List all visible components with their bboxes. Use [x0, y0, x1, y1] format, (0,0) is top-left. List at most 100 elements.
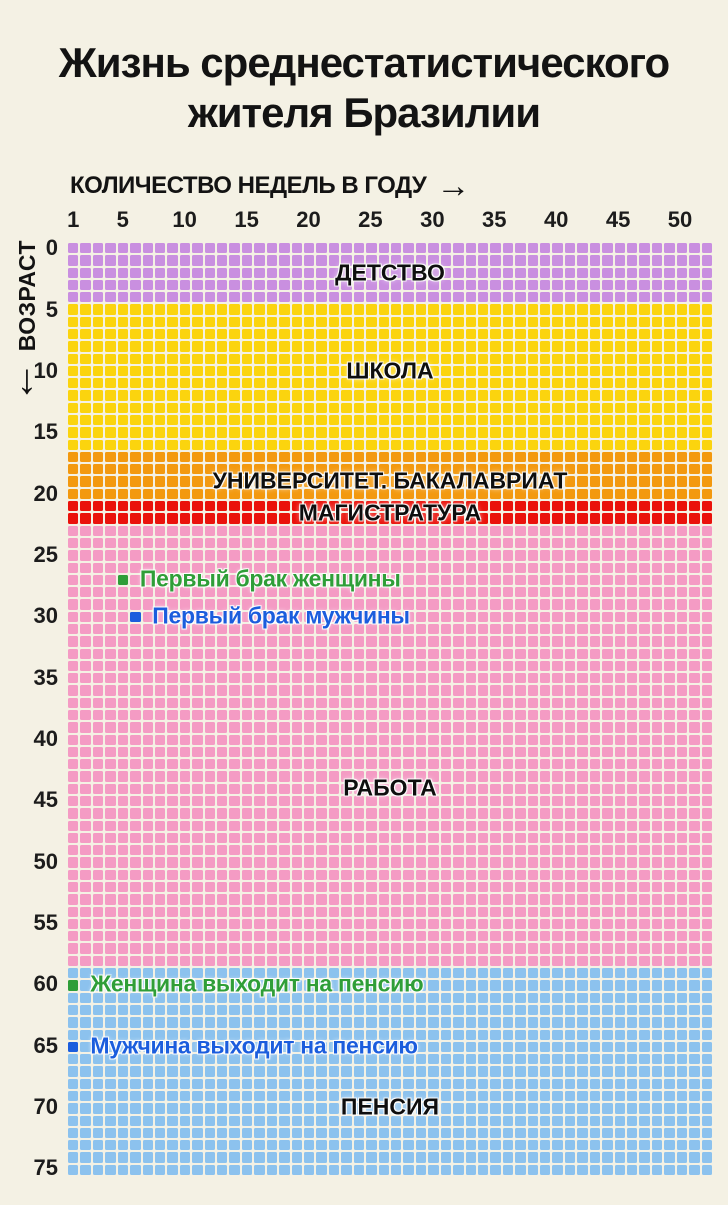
week-cell — [676, 415, 688, 426]
week-cell — [477, 329, 489, 340]
week-cell — [540, 378, 551, 389]
week-cell — [304, 501, 315, 512]
week-cell — [328, 304, 340, 315]
week-cell — [192, 759, 203, 770]
week-cell — [229, 1066, 240, 1077]
week-cell — [415, 660, 427, 672]
week-cell — [403, 759, 414, 770]
week-cell — [204, 304, 216, 315]
week-cell — [403, 316, 414, 328]
week-cell — [192, 611, 203, 622]
week-cell — [515, 660, 526, 672]
week-cell — [192, 845, 203, 856]
week-cell — [366, 1004, 377, 1016]
week-cell — [490, 304, 501, 315]
week-cell — [477, 402, 489, 414]
week-cell — [639, 955, 650, 967]
week-cell — [304, 648, 315, 659]
week-cell — [502, 611, 514, 622]
week-cell — [254, 845, 265, 856]
week-cell — [664, 1066, 675, 1077]
week-cell — [428, 636, 439, 647]
week-cell — [577, 574, 588, 586]
week-cell — [366, 525, 377, 536]
week-cell — [540, 869, 551, 881]
week-cell — [192, 1127, 203, 1139]
week-cell — [564, 1164, 576, 1175]
week-cell — [353, 562, 365, 573]
week-cell — [80, 292, 91, 303]
week-cell — [627, 562, 638, 573]
week-cell — [651, 1140, 663, 1151]
week-cell — [279, 955, 290, 967]
week-cell — [279, 931, 290, 942]
week-cell — [366, 783, 377, 795]
week-cell — [614, 587, 626, 598]
week-cell — [130, 1066, 141, 1077]
week-cell — [527, 1090, 539, 1102]
week-cell — [602, 599, 613, 610]
week-cell — [564, 697, 576, 708]
week-cell — [192, 1004, 203, 1016]
week-cell — [366, 402, 377, 414]
week-cell — [502, 820, 514, 831]
week-cell — [564, 918, 576, 930]
week-cell — [229, 513, 240, 524]
week-cell — [117, 894, 129, 905]
week-cell — [117, 1140, 129, 1151]
week-cell — [154, 550, 166, 561]
week-cell — [80, 623, 91, 635]
week-cell — [316, 820, 327, 831]
week-cell — [328, 550, 340, 561]
week-cell — [490, 378, 501, 389]
week-cell — [105, 660, 116, 672]
week-cell — [217, 832, 228, 844]
week-cell — [378, 292, 389, 303]
week-cell — [602, 636, 613, 647]
week-cell — [92, 1078, 104, 1089]
week-cell — [527, 255, 539, 266]
week-cell — [130, 968, 141, 979]
week-cell — [192, 439, 203, 450]
week-cell — [80, 378, 91, 389]
week-cell — [540, 796, 551, 807]
week-cell — [229, 243, 240, 254]
week-cell — [701, 636, 712, 647]
week-cell — [142, 378, 153, 389]
week-cell — [92, 304, 104, 315]
week-cell — [415, 1066, 427, 1077]
week-cell — [403, 378, 414, 389]
y-tick-10: 10 — [33, 357, 58, 383]
week-cell — [279, 771, 290, 782]
week-cell — [130, 390, 141, 401]
week-cell — [154, 501, 166, 512]
week-cell — [117, 316, 129, 328]
week-cell — [167, 1127, 178, 1139]
week-cell — [428, 906, 439, 917]
week-cell — [552, 796, 563, 807]
week-cell — [390, 562, 402, 573]
week-cell — [229, 488, 240, 500]
week-cell — [689, 562, 700, 573]
week-cell — [390, 771, 402, 782]
week-cell — [366, 365, 377, 377]
week-cell — [304, 1078, 315, 1089]
week-cell — [142, 1078, 153, 1089]
week-cell — [428, 673, 439, 684]
page-title: Жизнь среднестатистического жителя Брази… — [58, 39, 670, 137]
week-cell — [130, 820, 141, 831]
week-cell — [328, 734, 340, 745]
week-cell — [92, 845, 104, 856]
week-cell — [204, 673, 216, 684]
week-cell — [229, 316, 240, 328]
week-cell — [639, 771, 650, 782]
week-cell — [689, 267, 700, 278]
week-cell — [142, 329, 153, 340]
week-cell — [577, 439, 588, 450]
week-cell — [577, 488, 588, 500]
week-cell — [105, 931, 116, 942]
week-cell — [502, 845, 514, 856]
week-cell — [428, 968, 439, 979]
week-cell — [527, 329, 539, 340]
week-cell — [291, 943, 303, 954]
